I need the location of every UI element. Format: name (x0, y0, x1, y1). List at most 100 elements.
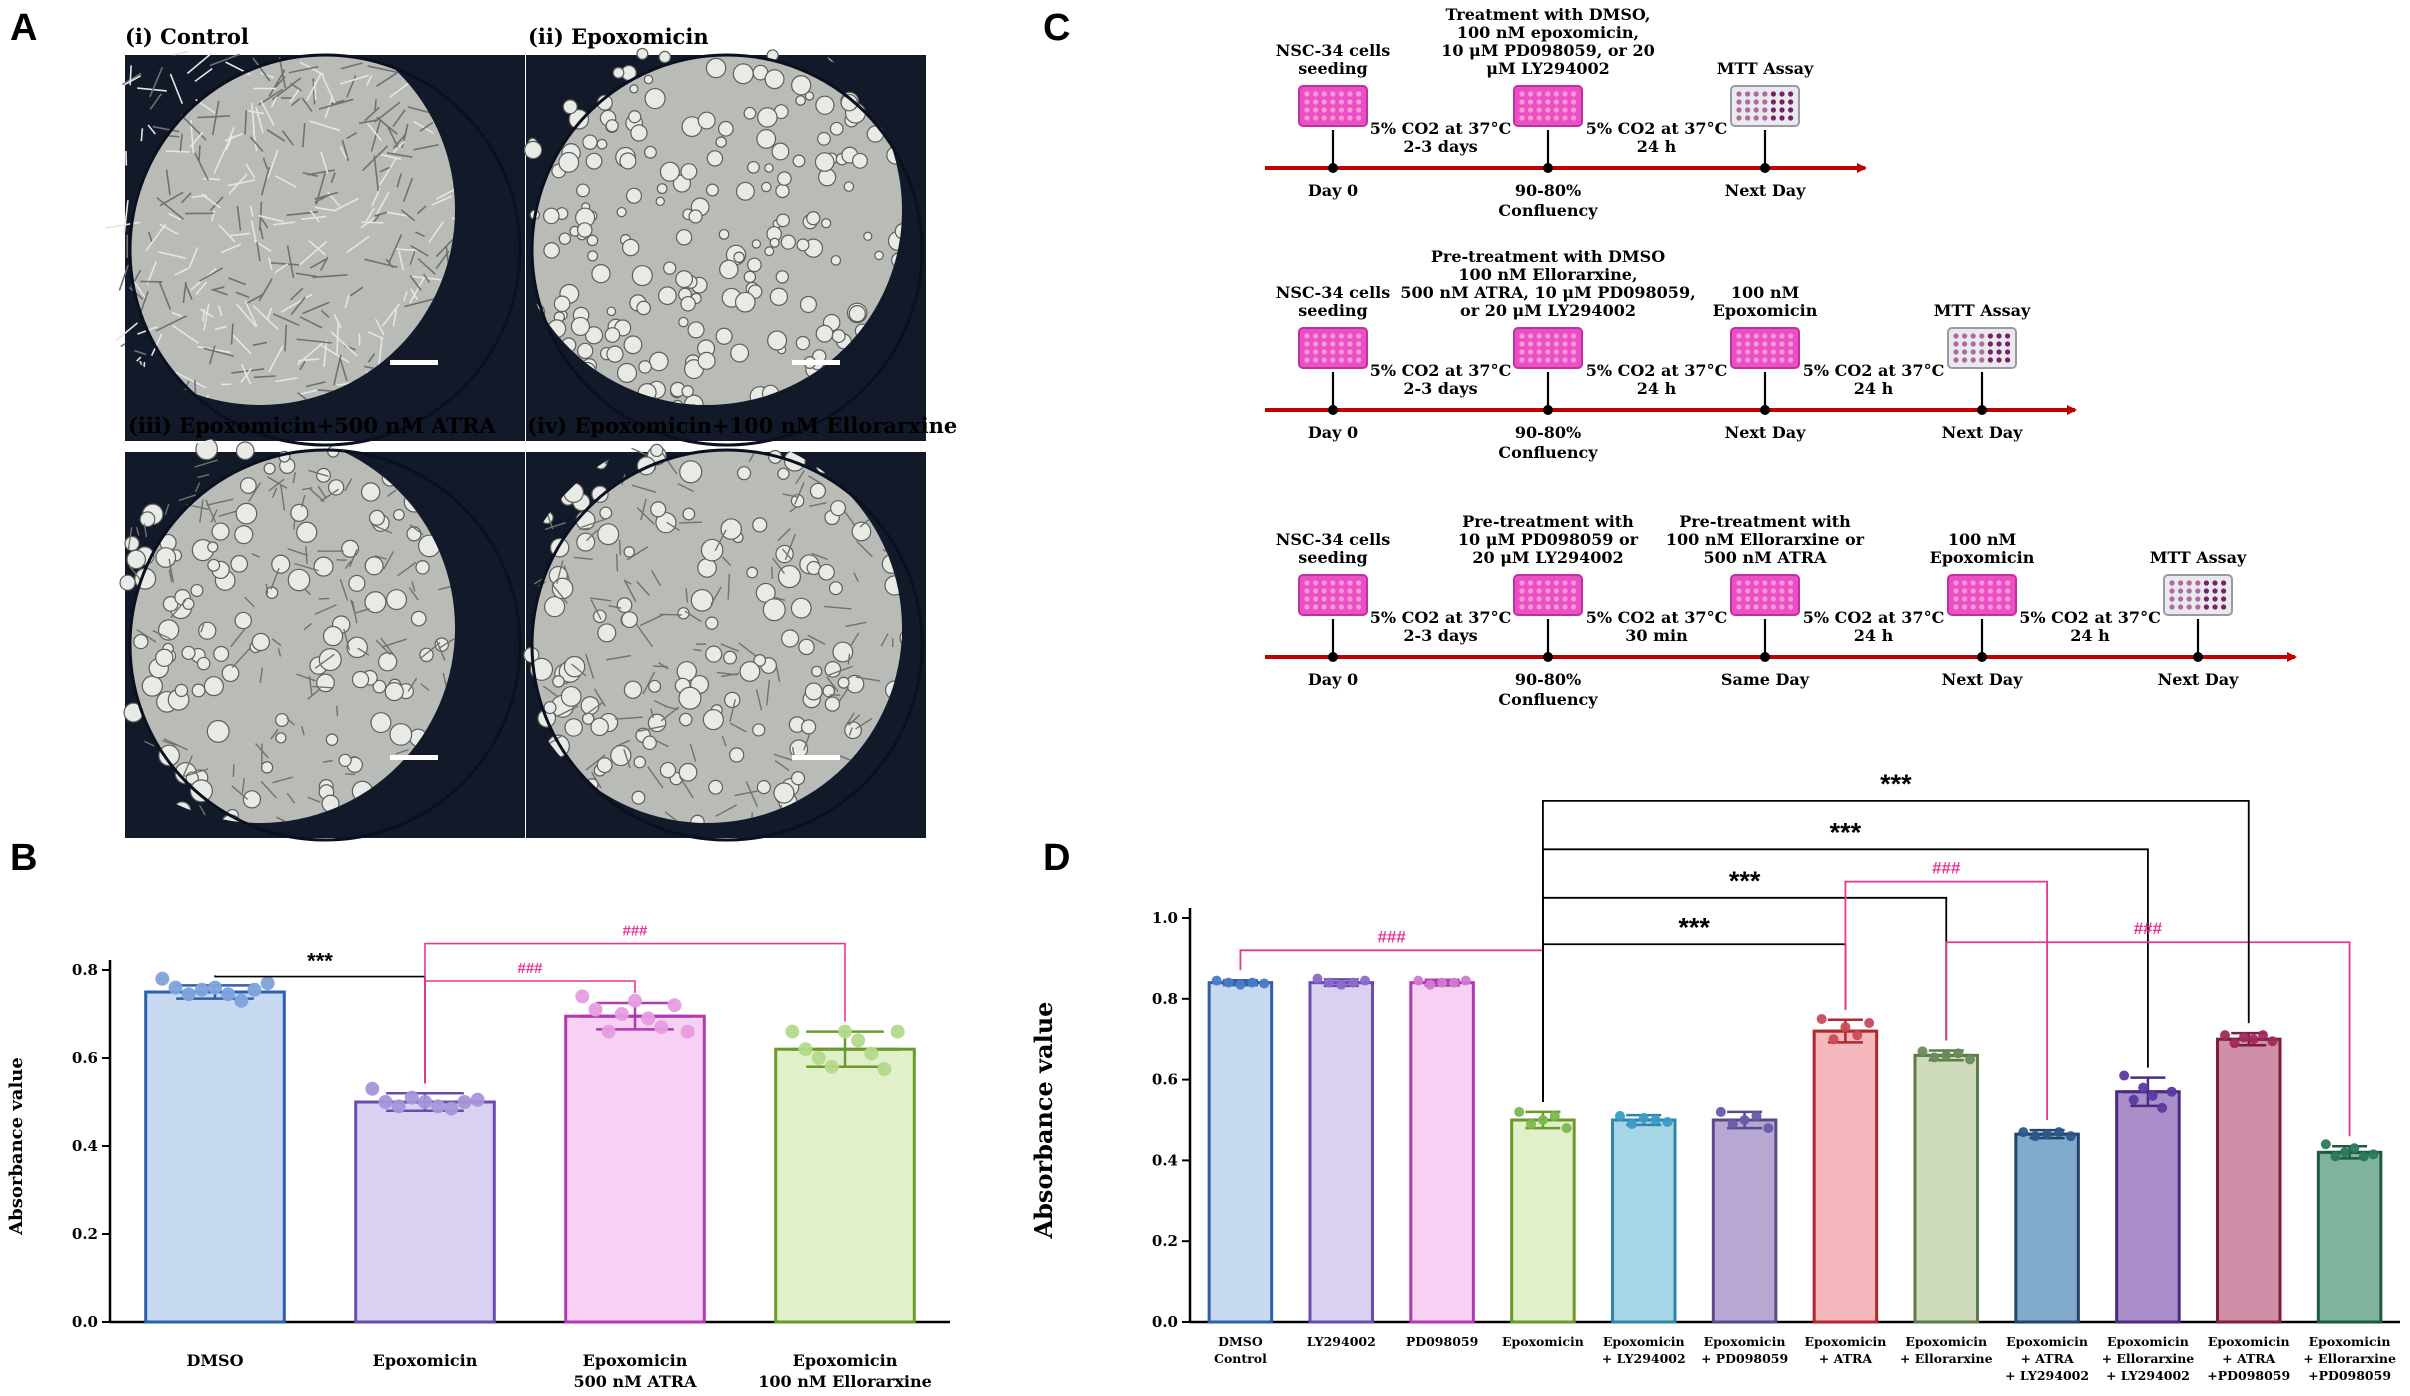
data-point (2330, 1151, 2341, 1162)
event-label: Epoxomicin (1930, 548, 2035, 567)
data-point (1864, 1018, 1875, 1029)
data-point (418, 1095, 432, 1109)
category-label: + ATRA (1819, 1351, 1873, 1366)
scale-bar (792, 755, 840, 760)
event-label: μM LY294002 (1486, 59, 1609, 78)
category-label: Epoxomicin (2208, 1334, 2290, 1349)
event-label: 10 μM PD098059 or (1458, 530, 1639, 549)
micrograph-title: (ii) Epoxomicin (528, 24, 709, 49)
data-point (1526, 1119, 1537, 1130)
significance-bracket: ### (1239, 927, 1544, 1102)
panel-label-c: C (1043, 7, 1070, 49)
bar (144, 990, 286, 1324)
category-label: LY294002 (1307, 1334, 1376, 1349)
data-point (2219, 1030, 2230, 1041)
data-point (2258, 1030, 2269, 1041)
category-label: + Ellorarxine (2102, 1351, 2195, 1366)
plate-icon (1730, 327, 1800, 369)
data-point (2339, 1147, 2350, 1158)
plate-icon (1513, 574, 1583, 616)
data-point (1348, 977, 1359, 988)
timeline-event: Treatment with DMSO,100 nM epoxomicin,10… (1441, 5, 1655, 220)
timeline-event: MTT Assay Next Day (1934, 301, 2031, 442)
significance-bracket: *** (1542, 866, 1948, 1102)
category-label: Epoxomicin (1805, 1334, 1887, 1349)
data-point (1259, 978, 1270, 989)
data-point (1235, 979, 1246, 990)
event-day: Same Day (1721, 670, 1810, 689)
event-label: seeding (1298, 59, 1367, 78)
y-tick-label: 0.2 (72, 1225, 98, 1243)
error-bar (2122, 1076, 2173, 1108)
data-point (824, 1059, 839, 1074)
data-point (365, 1081, 380, 1096)
y-axis-title: Absorbance value (1029, 1002, 1058, 1240)
significance-label: *** (1830, 817, 1862, 847)
data-point (1324, 977, 1335, 988)
data-point (1763, 1123, 1774, 1134)
bar (2215, 1037, 2282, 1324)
event-label: 100 nM (1731, 283, 1799, 302)
scale-bar (390, 755, 438, 760)
mtt-plate-icon (1947, 327, 2017, 369)
micrograph-grid: (i) Control (ii) Epoxomicin (iii) Epoxomic… (100, 24, 957, 842)
data-point (877, 1062, 892, 1076)
micrograph-2: (ii) Epoxomicin (520, 24, 926, 447)
data-point (1626, 1119, 1637, 1130)
data-point (260, 976, 275, 991)
interval-label: 5% CO2 at 37°C (1803, 608, 1945, 627)
y-axis-title: Absorbance value (6, 1057, 27, 1236)
panel-label-a: A (10, 7, 37, 49)
data-point (1727, 1119, 1738, 1130)
event-label: 100 nM Ellorarxine, (1458, 265, 1637, 284)
timeline-event: MTT Assay Next Day (2150, 548, 2247, 689)
event-label: MTT Assay (2150, 548, 2247, 567)
y-tick-label: 1.0 (1152, 909, 1178, 927)
bar (774, 1047, 916, 1324)
interval-label: 5% CO2 at 37°C (1370, 119, 1512, 138)
data-point (391, 1099, 406, 1114)
data-point (194, 982, 209, 997)
data-point (2166, 1086, 2177, 1097)
data-point (2128, 1094, 2139, 1105)
data-point (798, 1042, 813, 1057)
category-label: + LY294002 (2005, 1368, 2089, 1383)
data-point (628, 993, 642, 1008)
interval-label: 5% CO2 at 37°C (2019, 608, 2161, 627)
data-point (575, 989, 590, 1004)
data-point (1360, 975, 1371, 986)
data-point (1929, 1052, 1940, 1063)
event-label: 20 μM LY294002 (1472, 548, 1623, 567)
category-label: Epoxomicin (373, 1351, 478, 1370)
category-label: Epoxomicin (1704, 1334, 1786, 1349)
category-label: + Ellorarxine (2303, 1351, 2396, 1366)
event-day: Next Day (2158, 670, 2240, 689)
category-label: Epoxomicin (2309, 1334, 2391, 1349)
bar (2316, 1150, 2383, 1324)
bar (2014, 1132, 2080, 1324)
event-day: Next Day (1942, 423, 2024, 442)
data-point (1336, 979, 1347, 990)
data-point (1715, 1106, 1726, 1117)
y-tick-label: 0.6 (1152, 1071, 1178, 1089)
data-point (1751, 1110, 1762, 1121)
data-point (2368, 1149, 2379, 1160)
y-tick-label: 0.8 (1152, 990, 1178, 1008)
data-point (2349, 1143, 2360, 1154)
data-point (247, 982, 262, 997)
significance-label: *** (307, 949, 333, 974)
data-point (864, 1046, 879, 1061)
event-day: 90-80% (1515, 670, 1581, 689)
interval-label: 5% CO2 at 37°C (1586, 119, 1728, 138)
data-point (680, 1024, 695, 1039)
significance-bracket: ### (1844, 859, 2048, 1121)
interval-label: 24 h (2070, 626, 2110, 645)
significance-bracket: ### (1945, 919, 2351, 1137)
interval-label: 24 h (1637, 137, 1677, 156)
